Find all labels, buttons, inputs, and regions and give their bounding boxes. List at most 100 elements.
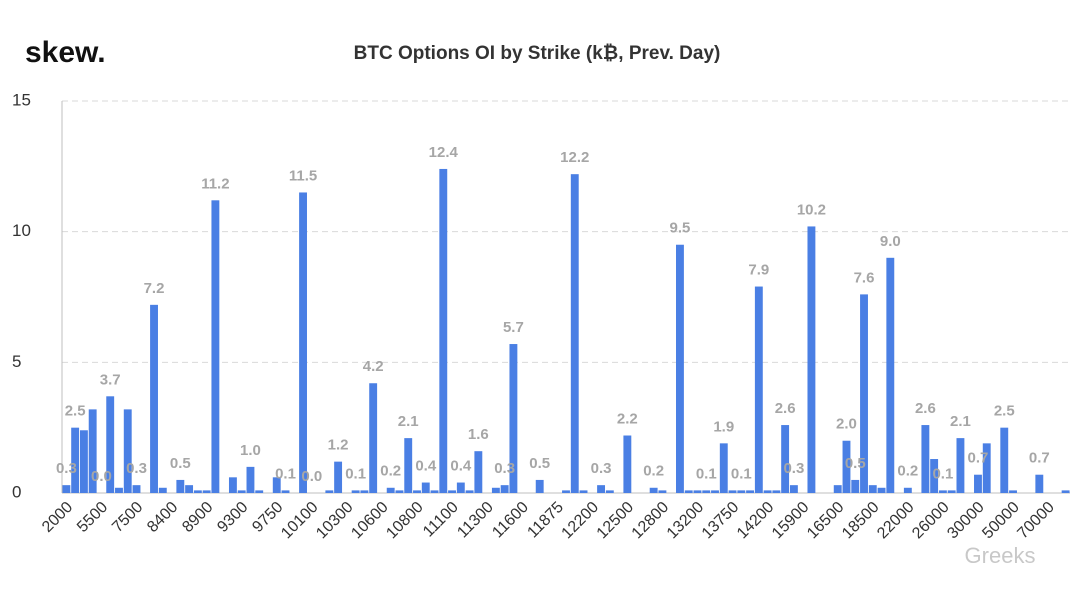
bar xyxy=(728,490,737,493)
bar xyxy=(246,466,255,493)
bar xyxy=(509,344,518,493)
x-tick-label: 11875 xyxy=(524,499,567,542)
data-label: 2.1 xyxy=(398,413,419,430)
data-label: 11.2 xyxy=(201,175,229,192)
bar xyxy=(623,435,632,493)
data-label: 0.3 xyxy=(591,460,612,477)
bar xyxy=(325,490,334,493)
x-tick-label: 12800 xyxy=(629,499,673,543)
bar xyxy=(115,487,123,493)
y-tick-label: 5 xyxy=(12,352,21,371)
x-tick-label: 22000 xyxy=(874,499,918,543)
bar xyxy=(711,490,719,493)
data-label: 2.5 xyxy=(65,403,86,420)
bar xyxy=(404,438,413,493)
x-tick-label: 10800 xyxy=(383,499,427,543)
x-tick-label: 12500 xyxy=(594,499,638,543)
data-label: 2.1 xyxy=(950,413,971,430)
bar xyxy=(1000,427,1009,493)
data-label: 0.0 xyxy=(301,468,322,485)
bar xyxy=(106,396,115,493)
x-tick-label: 8400 xyxy=(144,499,181,536)
bar xyxy=(1061,490,1070,493)
bar xyxy=(737,490,746,493)
bar xyxy=(772,490,781,493)
bar xyxy=(562,490,570,493)
bar xyxy=(491,487,500,493)
bar xyxy=(1009,490,1017,493)
bar xyxy=(228,477,237,493)
data-label: 0.2 xyxy=(380,463,401,480)
x-tick-label: 10100 xyxy=(278,499,322,543)
y-tick-label: 0 xyxy=(12,482,21,501)
data-label: 0.1 xyxy=(932,465,953,482)
bar xyxy=(886,257,895,493)
data-label: 1.9 xyxy=(713,418,734,435)
data-label: 0.3 xyxy=(56,460,77,477)
data-label: 0.0 xyxy=(91,468,112,485)
data-label: 0.5 xyxy=(529,455,550,472)
y-tick-label: 10 xyxy=(12,221,31,240)
data-label: 2.6 xyxy=(915,400,936,417)
bar xyxy=(974,474,982,493)
data-label: 0.7 xyxy=(1029,450,1050,467)
data-label: 12.4 xyxy=(429,144,459,161)
data-label: 0.3 xyxy=(783,460,804,477)
bar xyxy=(500,485,509,493)
bar xyxy=(605,490,614,493)
bar xyxy=(71,427,80,493)
bar xyxy=(597,485,606,493)
data-label: 7.9 xyxy=(748,262,769,279)
bar xyxy=(255,490,264,493)
bar xyxy=(369,383,378,493)
x-tick-label: 11300 xyxy=(454,499,497,542)
bar xyxy=(746,490,755,493)
bar xyxy=(474,451,483,493)
bar xyxy=(395,490,404,493)
bar xyxy=(132,485,141,493)
watermark: Greeks xyxy=(965,543,1036,568)
bar xyxy=(430,490,439,493)
data-label: 9.5 xyxy=(670,220,691,237)
bar xyxy=(693,490,702,493)
data-label: 0.1 xyxy=(345,465,366,482)
x-tick-label: 13750 xyxy=(699,499,743,543)
data-label: 0.1 xyxy=(731,465,752,482)
data-label: 0.7 xyxy=(968,450,989,467)
bar xyxy=(150,304,158,493)
bar xyxy=(860,294,868,493)
bar xyxy=(930,459,939,493)
brand-logo: skew. xyxy=(25,36,106,69)
x-tick-label: 8900 xyxy=(179,499,216,536)
bar xyxy=(456,482,465,493)
data-label: 0.1 xyxy=(696,465,717,482)
bar xyxy=(465,490,474,493)
x-tick-label: 12200 xyxy=(559,499,603,543)
bar xyxy=(658,490,667,493)
bar xyxy=(272,477,281,493)
x-tick-label: 7500 xyxy=(109,499,146,536)
data-label: 0.2 xyxy=(643,463,664,480)
bar xyxy=(79,430,88,493)
bar xyxy=(193,490,202,493)
data-label: 0.5 xyxy=(170,455,191,472)
bar xyxy=(386,487,395,493)
bar xyxy=(833,485,842,493)
bar xyxy=(421,482,430,493)
bar xyxy=(176,479,185,493)
bar xyxy=(281,490,290,493)
y-tick-label: 15 xyxy=(12,90,31,109)
data-label: 0.1 xyxy=(275,465,296,482)
bar xyxy=(299,192,307,493)
data-label: 1.0 xyxy=(240,442,261,459)
x-tick-label: 11100 xyxy=(420,499,462,541)
bar xyxy=(982,443,991,493)
bar xyxy=(956,438,965,493)
bar xyxy=(158,487,167,493)
bar xyxy=(211,200,220,493)
bar xyxy=(676,244,684,493)
data-label: 2.2 xyxy=(617,410,638,427)
bar xyxy=(851,479,860,493)
bar xyxy=(351,490,360,493)
